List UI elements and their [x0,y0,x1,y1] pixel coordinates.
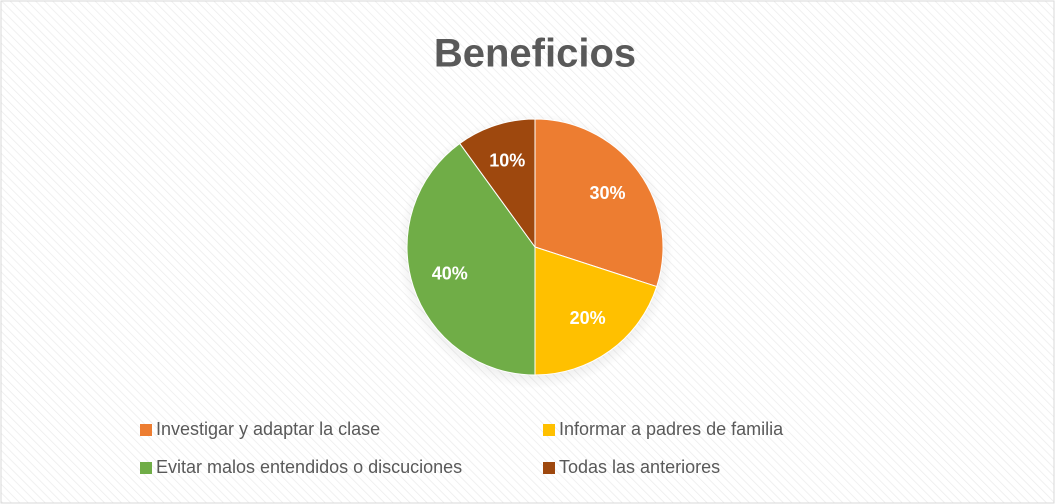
legend-swatch [140,462,152,474]
chart-title: Beneficios [434,32,636,76]
legend-label: Todas las anteriores [559,457,720,477]
data-label: 10% [489,151,525,171]
data-label: 30% [589,183,625,203]
legend-swatch [543,462,555,474]
data-label: 20% [570,308,606,328]
pie-slice [459,118,536,249]
legend-swatch [140,424,152,436]
legend-label: Evitar malos entendidos o discuciones [156,457,462,477]
legend-label: Informar a padres de familia [559,419,784,439]
pie-slice [406,142,536,376]
data-label: 40% [432,263,468,283]
pie-slice [534,118,664,288]
legend-label: Investigar y adaptar la clase [156,419,380,439]
legend-swatch [543,424,555,436]
pie-slice [534,246,658,376]
